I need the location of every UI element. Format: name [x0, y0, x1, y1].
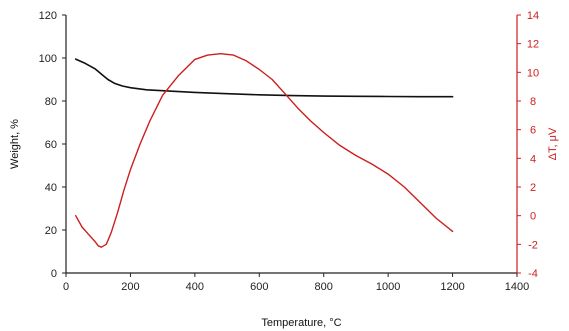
y-right-tick-label: -4	[528, 268, 538, 280]
x-axis: 0 200 400 600 800 1000 1200 1400	[63, 272, 529, 293]
y-left-tick-label: 120	[39, 10, 57, 22]
y-right-tick-label: 10	[527, 67, 539, 79]
y-right-tick-label: 14	[527, 10, 539, 22]
y-right-tick-label: 12	[527, 39, 539, 51]
y-axis-left-label: Weight, %	[9, 119, 21, 169]
x-axis-label: Temperature, °C	[261, 317, 341, 329]
y-left-tick-label: 60	[45, 139, 57, 151]
weight-curve-line	[74, 58, 454, 98]
y-left-tick-label: 100	[39, 53, 57, 65]
y-right-tick-label: 8	[530, 96, 536, 108]
y-left-tick-label: 20	[45, 225, 57, 237]
x-tick-label: 0	[63, 281, 69, 293]
y-right-tick-label: 4	[530, 153, 536, 165]
y-left-tick-label: 40	[45, 182, 57, 194]
y-right-tick-label: 2	[530, 182, 536, 194]
y-right-tick-label: -2	[528, 239, 538, 251]
x-tick-label: 1000	[376, 281, 400, 293]
x-tick-label: 1200	[440, 281, 464, 293]
y-right-tick-label: 0	[530, 211, 536, 223]
x-tick-label: 400	[186, 281, 204, 293]
y-left-tick-label: 80	[45, 96, 57, 108]
x-tick-label: 1400	[505, 281, 529, 293]
y-axis-right: -4 -2 0 2 4 6 8 10 12 14	[516, 10, 539, 280]
y-axis-left: 0 20 40 60 80 100 120	[39, 10, 67, 280]
y-right-tick-label: 6	[530, 125, 536, 137]
x-tick-label: 800	[315, 281, 333, 293]
y-left-tick-label: 0	[51, 268, 57, 280]
x-tick-label: 200	[121, 281, 139, 293]
y-axis-right-label: ΔT, μV	[547, 127, 559, 160]
dta-curve-line	[74, 53, 454, 248]
x-tick-label: 600	[250, 281, 268, 293]
series-layer	[74, 53, 454, 248]
